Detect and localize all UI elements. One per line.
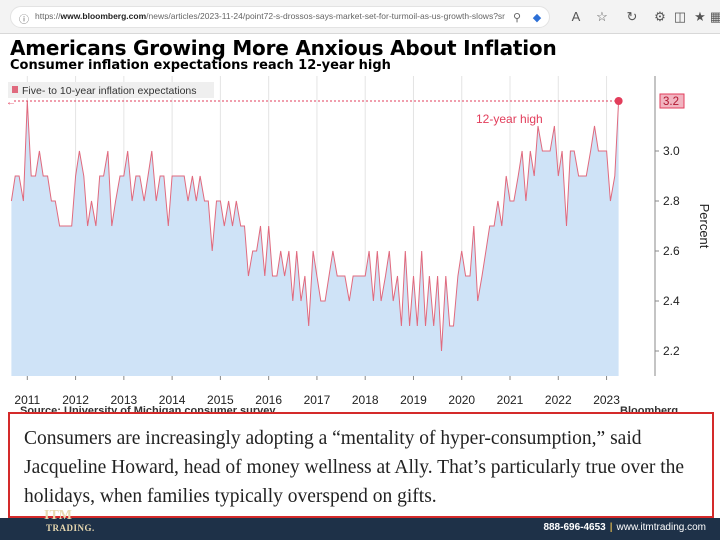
annotation-arrow-head: ← <box>6 97 16 108</box>
x-ticks: 2011 2012 2013 2014 2015 2016 2017 2018 2019 2020… <box>14 376 620 407</box>
legend-swatch <box>12 86 18 93</box>
highlight-value: 3.2 <box>663 96 679 108</box>
y-tick-label: 2.8 <box>663 194 680 208</box>
browser-toolbar: ⓘ https://www.bloomberg.com/news/article… <box>0 0 720 34</box>
footer-bar <box>0 518 720 540</box>
series-line <box>10 100 620 352</box>
x-tick-label: 2017 <box>304 393 331 407</box>
x-tick-label: 2011 <box>14 393 40 407</box>
highlight-value-box <box>659 93 685 109</box>
tag-icon[interactable]: ◆ <box>532 12 542 24</box>
x-tick-label: 2019 <box>400 393 427 407</box>
footer-contact: 888-696-4653 | www.itmtrading.com <box>543 522 706 533</box>
x-tick-label: 2013 <box>110 393 137 407</box>
highlight-point <box>614 97 623 105</box>
address-bar[interactable]: ⓘ https://www.bloomberg.com/news/article… <box>10 6 550 28</box>
quote-text: Consumers are increasingly adopting a “m… <box>24 428 685 507</box>
favorite-icon[interactable]: ☆ <box>596 9 608 24</box>
refresh-icon[interactable]: ↻ <box>626 9 638 24</box>
series-area <box>11 101 619 376</box>
y-tick-label: 2.4 <box>663 294 680 308</box>
info-icon[interactable]: ⓘ <box>19 15 29 26</box>
y-tick-label: 3.0 <box>663 144 680 158</box>
extensions-icon[interactable]: ⚙ <box>654 9 666 24</box>
y-tick-label: 2.6 <box>663 244 680 258</box>
annotation-label: 12-year high <box>476 112 543 126</box>
x-tick-label: 2012 <box>62 393 89 407</box>
quote-box: Consumers are increasingly adopting a “m… <box>8 412 714 518</box>
x-tick-label: 2020 <box>448 393 475 407</box>
inflation-chart: ← 2.22.42.62.83.0 2011 2012 2013 2014 2015 20… <box>6 76 712 407</box>
x-tick-label: 2021 <box>497 393 524 407</box>
x-tick-label: 2014 <box>159 393 186 407</box>
chart-title: Americans Growing More Anxious About Inf… <box>10 36 557 60</box>
y-axis-label: Percent <box>697 204 712 249</box>
legend-label: Five- to 10-year inflation expectations <box>22 85 197 97</box>
search-icon[interactable]: ⚲ <box>512 12 522 24</box>
legend <box>8 82 214 98</box>
x-tick-label: 2016 <box>255 393 282 407</box>
x-tick-label: 2015 <box>207 393 234 407</box>
phone-number[interactable]: 888-696-4653 <box>543 522 606 533</box>
favorites-bar-icon[interactable]: ★ <box>694 9 706 24</box>
footer-separator: | <box>609 522 613 533</box>
split-screen-icon[interactable]: ◫ <box>673 9 687 24</box>
itm-logo-sub: TRADING. <box>46 523 95 533</box>
x-tick-label: 2023 <box>593 393 620 407</box>
x-tick-label: 2022 <box>545 393 572 407</box>
read-aloud-icon[interactable]: A <box>571 9 581 24</box>
chart-subtitle: Consumer inflation expectations reach 12… <box>10 58 391 73</box>
itm-logo: ITM <box>44 508 72 523</box>
x-tick-label: 2018 <box>352 393 379 407</box>
collections-icon[interactable]: ▦ <box>709 9 720 24</box>
y-ticks: 2.2 2.4 2.6 2.8 3.0 <box>655 144 680 358</box>
bloomberg-peek: Bloomberg <box>620 405 679 415</box>
website-link[interactable]: www.itmtrading.com <box>616 522 706 533</box>
y-tick-label: 2.2 <box>663 344 680 358</box>
url-text[interactable]: https://www.bloomberg.com/news/articles/… <box>35 11 505 21</box>
source-peek: Source: University of Michigan consumer … <box>20 405 276 415</box>
